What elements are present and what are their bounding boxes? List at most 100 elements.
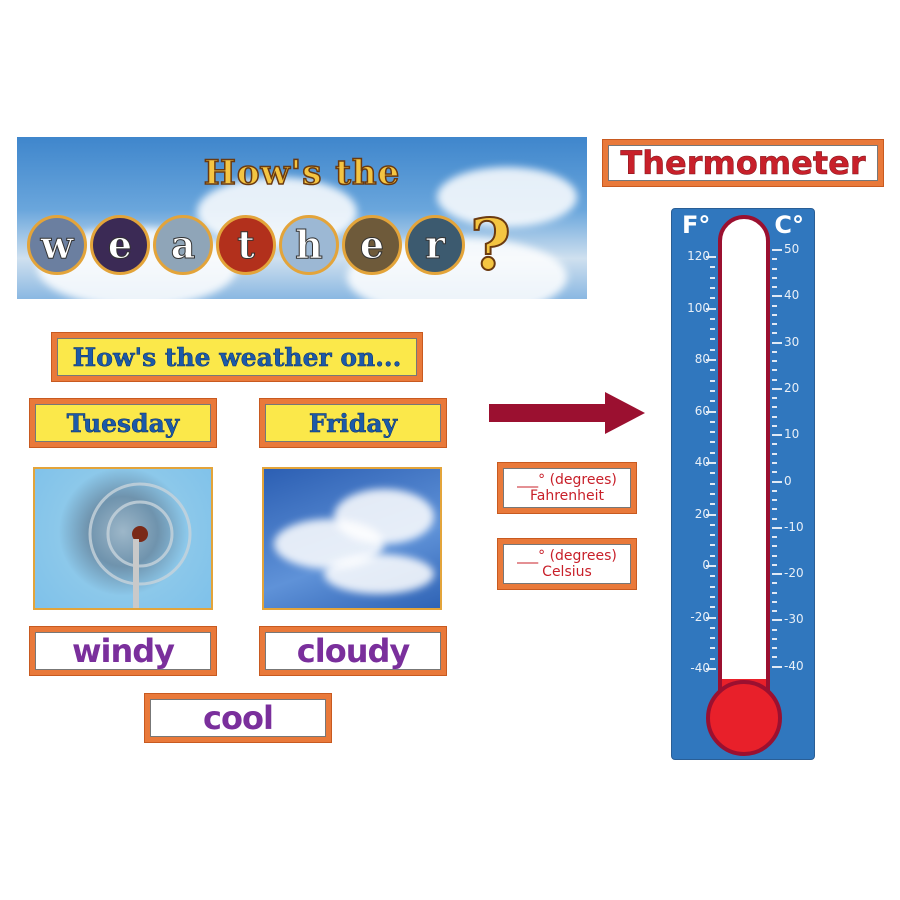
c-tick [772, 628, 777, 631]
c-tick [772, 582, 777, 585]
c-tick [772, 424, 777, 427]
c-tick-label: -20 [784, 566, 804, 581]
day-label: Tuesday [66, 408, 180, 438]
f-tick-label: 80 [694, 352, 710, 366]
fahrenheit-label: Fahrenheit [529, 488, 605, 504]
c-tick-label: -40 [784, 658, 804, 673]
c-tick-label: 50 [784, 242, 800, 256]
c-tick [772, 452, 777, 455]
f-tick-label: 20 [694, 506, 710, 521]
c-tick [772, 619, 782, 622]
c-tick [772, 637, 777, 640]
windmill-photo [33, 467, 213, 610]
c-tick [772, 258, 777, 261]
c-tick [772, 656, 777, 659]
f-tick [710, 647, 715, 650]
f-tick [710, 348, 715, 351]
c-tick [772, 332, 777, 335]
c-tick [772, 397, 777, 400]
f-tick [710, 389, 715, 392]
c-tick [772, 387, 782, 390]
c-tick [772, 249, 782, 251]
c-tick [772, 647, 777, 650]
c-tick [772, 360, 777, 363]
f-tick [710, 626, 715, 629]
celsius-label: Celsius [542, 564, 592, 580]
f-tick [710, 554, 715, 557]
clouds-photo [262, 467, 442, 610]
f-tick [710, 328, 715, 331]
banner-letter: t [216, 214, 276, 275]
c-tick [772, 276, 777, 279]
f-tick [710, 297, 715, 300]
f-tick [710, 534, 715, 537]
c-tick [772, 573, 782, 576]
c-tick [772, 461, 777, 464]
c-tick [772, 415, 777, 418]
c-tick [772, 369, 777, 372]
c-tick-label: 40 [784, 288, 800, 303]
c-tick [772, 378, 777, 381]
f-tick-label: 40 [694, 455, 710, 469]
degrees-blank: ___° (degrees) [517, 472, 617, 488]
f-tick-label: 100 [687, 300, 710, 315]
day-label: Friday [308, 408, 398, 438]
thermometer-tube [718, 215, 770, 705]
word-card-cool: cool [144, 693, 332, 743]
c-tick [772, 665, 782, 668]
f-tick-label: -20 [690, 609, 710, 624]
f-tick [710, 338, 715, 341]
day-card-friday: Friday [259, 398, 447, 448]
prompt-text: How's the weather on... [72, 342, 402, 372]
f-tick [710, 369, 715, 372]
c-tick [772, 286, 777, 289]
c-tick [772, 517, 777, 520]
f-tick [706, 256, 716, 258]
f-tick [710, 585, 715, 588]
banner-letter: e [342, 214, 402, 275]
f-tick [706, 462, 716, 464]
f-tick [706, 307, 716, 310]
c-tick [772, 591, 777, 594]
c-tick-label: -30 [784, 612, 804, 627]
arrow-icon [489, 392, 645, 434]
f-tick [706, 565, 716, 567]
degrees-blank: ___° (degrees) [517, 548, 617, 564]
banner-letter: h [279, 214, 339, 275]
f-tick [710, 606, 715, 609]
f-tick [710, 482, 715, 485]
c-tick [772, 526, 782, 529]
c-tick [772, 480, 782, 483]
c-tick [772, 443, 777, 446]
c-tick [772, 499, 777, 502]
c-tick [772, 350, 777, 353]
c-tick [772, 295, 782, 298]
f-tick [706, 359, 716, 361]
f-tick [710, 379, 715, 382]
f-tick [710, 492, 715, 495]
fahrenheit-unit: F° [682, 211, 711, 239]
f-tick [706, 513, 716, 516]
c-tick [772, 536, 777, 539]
f-tick [710, 503, 715, 506]
f-tick [710, 451, 715, 454]
c-tick-label: 20 [784, 380, 800, 395]
f-tick-label: 120 [687, 249, 710, 263]
f-tick [710, 575, 715, 578]
f-tick [706, 616, 716, 619]
c-tick [772, 434, 782, 437]
weather-word: cool [203, 699, 274, 737]
banner-title: How's the [203, 152, 401, 194]
banner-letter: w [27, 214, 87, 275]
c-tick-label: 30 [784, 334, 800, 349]
fahrenheit-card: ___° (degrees) Fahrenheit [497, 462, 637, 514]
f-tick [710, 523, 715, 526]
c-tick [772, 563, 777, 566]
c-tick [772, 304, 777, 307]
f-tick [710, 266, 715, 269]
f-tick [706, 410, 716, 413]
weather-banner: How's the w e a t h e r? [17, 137, 587, 299]
f-tick-label: 60 [694, 403, 710, 418]
banner-letter: a [153, 214, 213, 275]
question-mark: ? [469, 202, 512, 287]
